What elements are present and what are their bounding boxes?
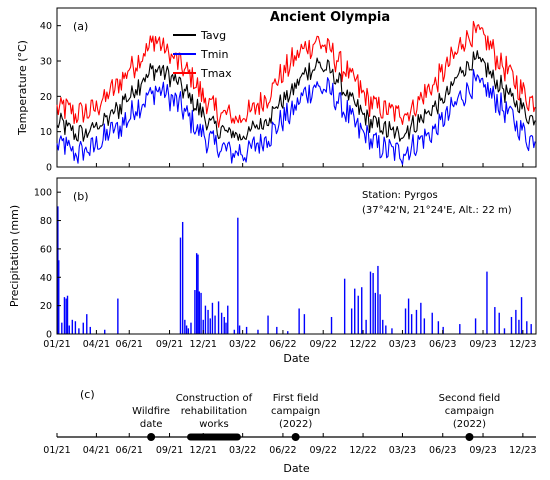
- y-tick-label: 20: [40, 92, 52, 103]
- construction-period-bar: [187, 433, 241, 441]
- y-tick-label: 0: [46, 330, 52, 341]
- plot-frame-a: [56, 7, 537, 168]
- y-tick-label: 30: [40, 57, 52, 68]
- x-tick-label: 06/21: [116, 445, 143, 456]
- y-tick-label: 100: [34, 188, 52, 199]
- legend-label: Tavg: [200, 29, 226, 42]
- event-label: (2022): [279, 419, 312, 430]
- y-tick-label: 60: [40, 244, 52, 255]
- x-tick-label: 12/23: [509, 445, 536, 456]
- panel-label: (c): [80, 388, 95, 401]
- y-tick-label: 40: [40, 21, 52, 32]
- x-tick-label: 06/22: [269, 445, 296, 456]
- series-line-tmin: [56, 69, 536, 166]
- y-tick-label: 10: [40, 127, 52, 138]
- x-tick-label: 09/22: [310, 339, 337, 350]
- station-annotation: Station: Pyrgos: [362, 190, 438, 201]
- panel-label: (a): [73, 20, 88, 33]
- x-tick-label: 06/23: [429, 445, 456, 456]
- x-tick-label: 12/23: [509, 339, 536, 350]
- event-marker: [465, 433, 474, 441]
- y-axis-label: Precipitation (mm): [8, 205, 21, 307]
- event-label: works: [199, 419, 228, 430]
- x-axis-label: Date: [283, 462, 310, 475]
- chart-title: Ancient Olympia: [270, 10, 390, 25]
- x-tick-label: 06/22: [269, 339, 296, 350]
- y-tick-label: 40: [40, 273, 52, 284]
- series-line-tavg: [56, 50, 536, 142]
- precipitation-panel: 0 20 40 60 80 100 01/21 04/21 06/21 09/21 12/21 03/…: [8, 177, 537, 365]
- station-coordinates: (37°42'N, 21°24'E, Alt.: 22 m): [362, 205, 512, 216]
- x-tick-label: 03/23: [389, 445, 416, 456]
- x-tick-label: 09/22: [310, 445, 337, 456]
- x-tick-label: 12/21: [190, 445, 217, 456]
- x-tick-label: 03/23: [389, 339, 416, 350]
- event-label: rehabilitation: [181, 406, 247, 417]
- x-tick-label: 03/22: [229, 339, 256, 350]
- y-axis-label: Temperature (°C): [16, 40, 29, 136]
- event-marker: [147, 433, 156, 441]
- x-tick-label: 09/23: [469, 339, 496, 350]
- legend-label: Tmin: [200, 48, 228, 61]
- y-tick-label: 80: [40, 216, 52, 227]
- temperature-panel: 0 10 20 30 40 Temperature (°C) (a) Ancient Olym…: [16, 7, 537, 174]
- event-label: (2022): [453, 419, 486, 430]
- y-tick-label: 0: [46, 163, 52, 174]
- x-tick-label: 01/21: [43, 339, 70, 350]
- series-line-tmax: [56, 20, 536, 128]
- y-tick-label: 20: [40, 301, 52, 312]
- legend-label: Tmax: [200, 67, 232, 80]
- event-label: campaign: [271, 406, 320, 417]
- event-label: First field: [273, 393, 319, 404]
- event-marker: [291, 433, 300, 441]
- x-tick-label: 06/23: [429, 339, 456, 350]
- x-tick-label: 03/22: [229, 445, 256, 456]
- x-axis-label: Date: [283, 352, 310, 365]
- event-label: campaign: [445, 406, 494, 417]
- x-tick-label: 12/22: [349, 339, 376, 350]
- x-tick-label: 12/21: [190, 339, 217, 350]
- x-tick-label: 12/22: [349, 445, 376, 456]
- x-tick-label: 09/21: [156, 339, 183, 350]
- x-tick-label: 01/21: [43, 445, 70, 456]
- x-tick-label: 09/23: [469, 445, 496, 456]
- x-tick-label: 04/21: [83, 339, 110, 350]
- x-tick-label: 06/21: [116, 339, 143, 350]
- plot-frame-b: [56, 177, 537, 335]
- event-label: date: [140, 419, 163, 430]
- event-label: Construction of: [176, 393, 253, 404]
- event-label: Wildfire: [132, 406, 170, 417]
- x-tick-label: 09/21: [156, 445, 183, 456]
- x-tick-label: 04/21: [83, 445, 110, 456]
- panel-label: (b): [73, 190, 89, 203]
- event-label: Second field: [439, 393, 501, 404]
- timeline-panel: 01/21 04/21 06/21 09/21 12/21 03/22 06/22 09/22…: [43, 388, 536, 475]
